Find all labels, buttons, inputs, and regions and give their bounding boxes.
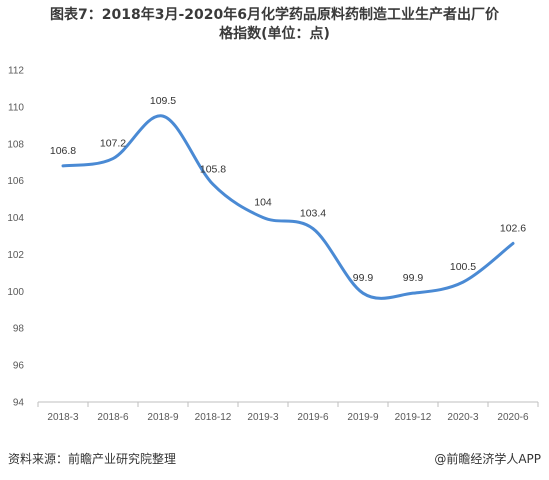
x-tick-label: 2019-9 xyxy=(347,412,379,423)
data-label: 109.5 xyxy=(150,95,176,107)
y-tick-label: 112 xyxy=(8,66,24,77)
data-label: 104 xyxy=(254,197,272,209)
x-tick-label: 2018-6 xyxy=(97,412,129,423)
x-tick-label: 2020-3 xyxy=(447,412,479,423)
y-tick-label: 98 xyxy=(13,324,25,335)
brand-note: @前瞻经济学人APP xyxy=(434,452,541,466)
y-tick-label: 94 xyxy=(13,398,25,409)
data-labels: 106.8 107.2 109.5 105.8 104 103.4 99.9 99.9 100.… xyxy=(50,95,526,284)
y-tick-label: 108 xyxy=(7,139,24,150)
y-tick-label: 102 xyxy=(7,250,24,261)
x-tick-label: 2018-3 xyxy=(47,412,79,423)
series-line-group xyxy=(61,114,515,300)
data-label: 100.5 xyxy=(450,261,476,273)
y-tick-label: 96 xyxy=(13,361,25,372)
y-tick-label: 110 xyxy=(8,102,24,113)
x-tick-label: 2019-12 xyxy=(395,412,432,423)
y-tick-label: 106 xyxy=(7,176,24,187)
data-label: 105.8 xyxy=(200,163,226,175)
series-line xyxy=(61,114,515,300)
y-tick-label: 104 xyxy=(7,213,24,224)
y-tick-label: 100 xyxy=(7,287,24,298)
data-label: 99.9 xyxy=(403,272,424,284)
y-axis: 94 96 98 100 102 104 106 108 110 112 xyxy=(7,66,24,409)
source-note: 资料来源：前瞻产业研究院整理 xyxy=(8,452,177,466)
data-label: 103.4 xyxy=(300,208,326,220)
x-axis: 2018-3 2018-6 2018-9 2018-12 2019-3 2019-6 201… xyxy=(37,401,539,423)
data-label: 99.9 xyxy=(353,272,374,284)
data-label: 102.6 xyxy=(500,222,526,234)
x-tick-label: 2019-6 xyxy=(297,412,329,423)
x-tick-label: 2018-9 xyxy=(147,412,179,423)
data-label: 106.8 xyxy=(50,145,76,157)
data-label: 107.2 xyxy=(100,138,126,150)
x-tick-label: 2020-6 xyxy=(497,412,529,423)
x-tick-label: 2019-3 xyxy=(247,412,279,423)
x-tick-label: 2018-12 xyxy=(195,412,232,423)
chart-title: 图表7：2018年3月-2020年6月化学药品原料药制造工业生产者出厂价 格指数… xyxy=(50,7,499,42)
